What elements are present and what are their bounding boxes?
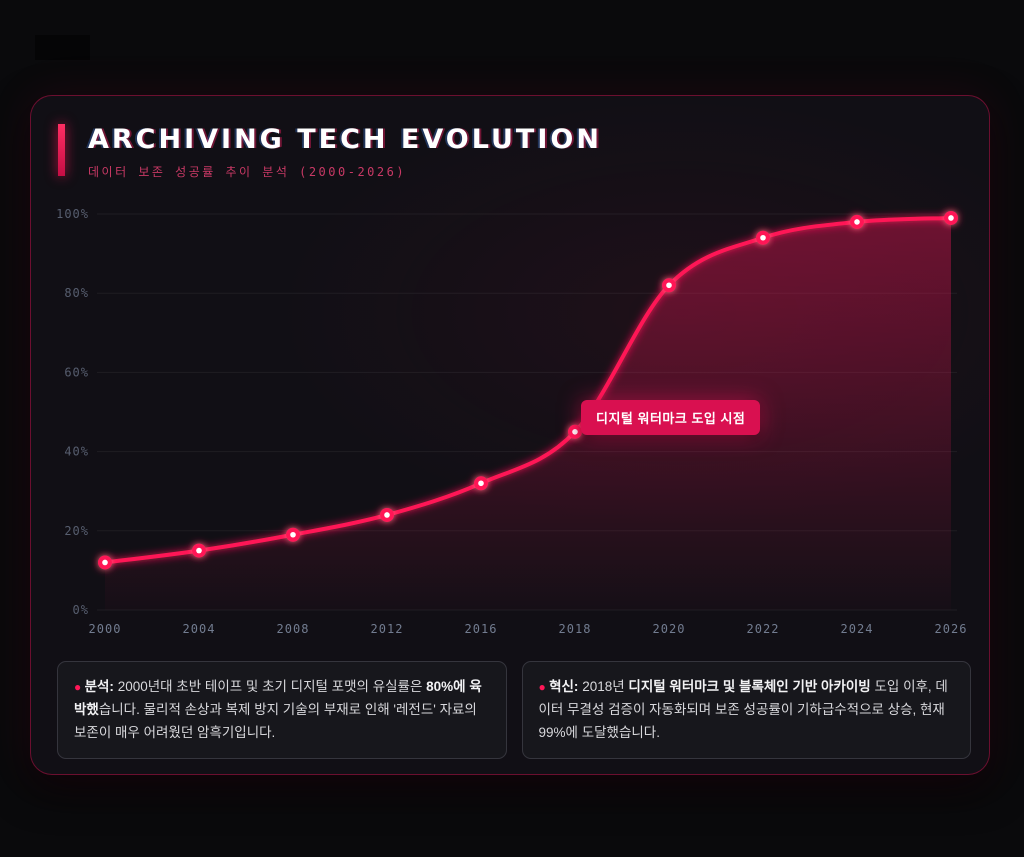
x-axis-tick-label: 2008 — [277, 622, 310, 636]
note-text-segment: 분석: — [84, 679, 114, 694]
data-point — [192, 543, 206, 558]
note-text-segment: 2018년 — [578, 679, 629, 694]
x-axis-tick-label: 2004 — [183, 622, 216, 636]
y-axis-tick-label: 20% — [64, 524, 89, 538]
chart-annotation-label: 디지털 워터마크 도입 시점 — [581, 399, 761, 435]
bullet-icon: ● — [538, 680, 550, 694]
series-line — [103, 215, 953, 565]
notes-row: ● 분석: 2000년대 초반 테이프 및 초기 디지털 포맷의 유실률은 80… — [57, 661, 971, 759]
header: ARCHIVING TECH EVOLUTION 데이터 보존 성공률 추이 분… — [58, 124, 602, 180]
line-chart: 0% 20% 40% 60% 80% 100% 2000 2004 2008 2012 2016 20… — [31, 196, 981, 646]
data-point — [662, 278, 676, 293]
note-text-segment: 습니다. 물리적 손상과 복제 방지 기술의 부재로 인해 '레전드' 자료의 … — [74, 702, 477, 741]
data-point — [380, 507, 394, 522]
y-axis-tick-label: 100% — [56, 207, 89, 221]
bullet-icon: ● — [74, 680, 85, 694]
y-axis-tick-label: 60% — [64, 365, 89, 379]
data-point — [286, 527, 300, 542]
x-axis-tick-label: 2012 — [371, 622, 404, 636]
page-subtitle: 데이터 보존 성공률 추이 분석 (2000-2026) — [88, 165, 407, 179]
chart-canvas: 0% 20% 40% 60% 80% 100% 2000 2004 2008 2012 2016 20… — [56, 207, 968, 636]
main-panel: ARCHIVING TECH EVOLUTION 데이터 보존 성공률 추이 분… — [30, 95, 990, 775]
note-text-segment: 디지털 워터마크 및 블록체인 기반 아카이빙 — [628, 679, 871, 694]
x-axis-tick-label: 2022 — [747, 622, 780, 636]
data-point — [568, 424, 582, 439]
data-point — [944, 210, 958, 225]
innovation-note-card: ● 혁신: 2018년 디지털 워터마크 및 블록체인 기반 아카이빙 도입 이… — [521, 661, 971, 759]
title-accent-bar — [58, 124, 65, 176]
y-axis-tick-label: 40% — [64, 445, 89, 459]
x-axis-tick-label: 2016 — [465, 622, 498, 636]
x-axis-tick-label: 2018 — [559, 622, 592, 636]
note-text-segment: 2000년대 초반 테이프 및 초기 디지털 포맷의 유실률은 — [113, 679, 427, 694]
note-text-segment: 80%에 육박했 — [74, 679, 482, 718]
decor-block — [35, 35, 90, 60]
x-axis-tick-label: 2024 — [841, 622, 874, 636]
analysis-note-card: ● 분석: 2000년대 초반 테이프 및 초기 디지털 포맷의 유실률은 80… — [57, 661, 507, 759]
note-text-segment: 혁신: — [549, 679, 579, 694]
note-text-segment: 도입 이후, 데이터 무결성 검증이 자동화되며 보존 성공률이 기하급수적으로… — [538, 679, 948, 741]
y-axis-tick-label: 0% — [73, 603, 89, 617]
page-title: ARCHIVING TECH EVOLUTION — [88, 124, 602, 155]
x-axis-tick-label: 2026 — [935, 622, 968, 636]
series-area-fill — [105, 217, 951, 610]
data-point — [850, 214, 864, 229]
x-axis-tick-label: 2020 — [653, 622, 686, 636]
data-point — [474, 476, 488, 491]
x-axis-tick-label: 2000 — [89, 622, 122, 636]
data-point — [756, 230, 770, 245]
y-axis-tick-label: 80% — [64, 286, 89, 300]
data-point — [98, 555, 112, 570]
